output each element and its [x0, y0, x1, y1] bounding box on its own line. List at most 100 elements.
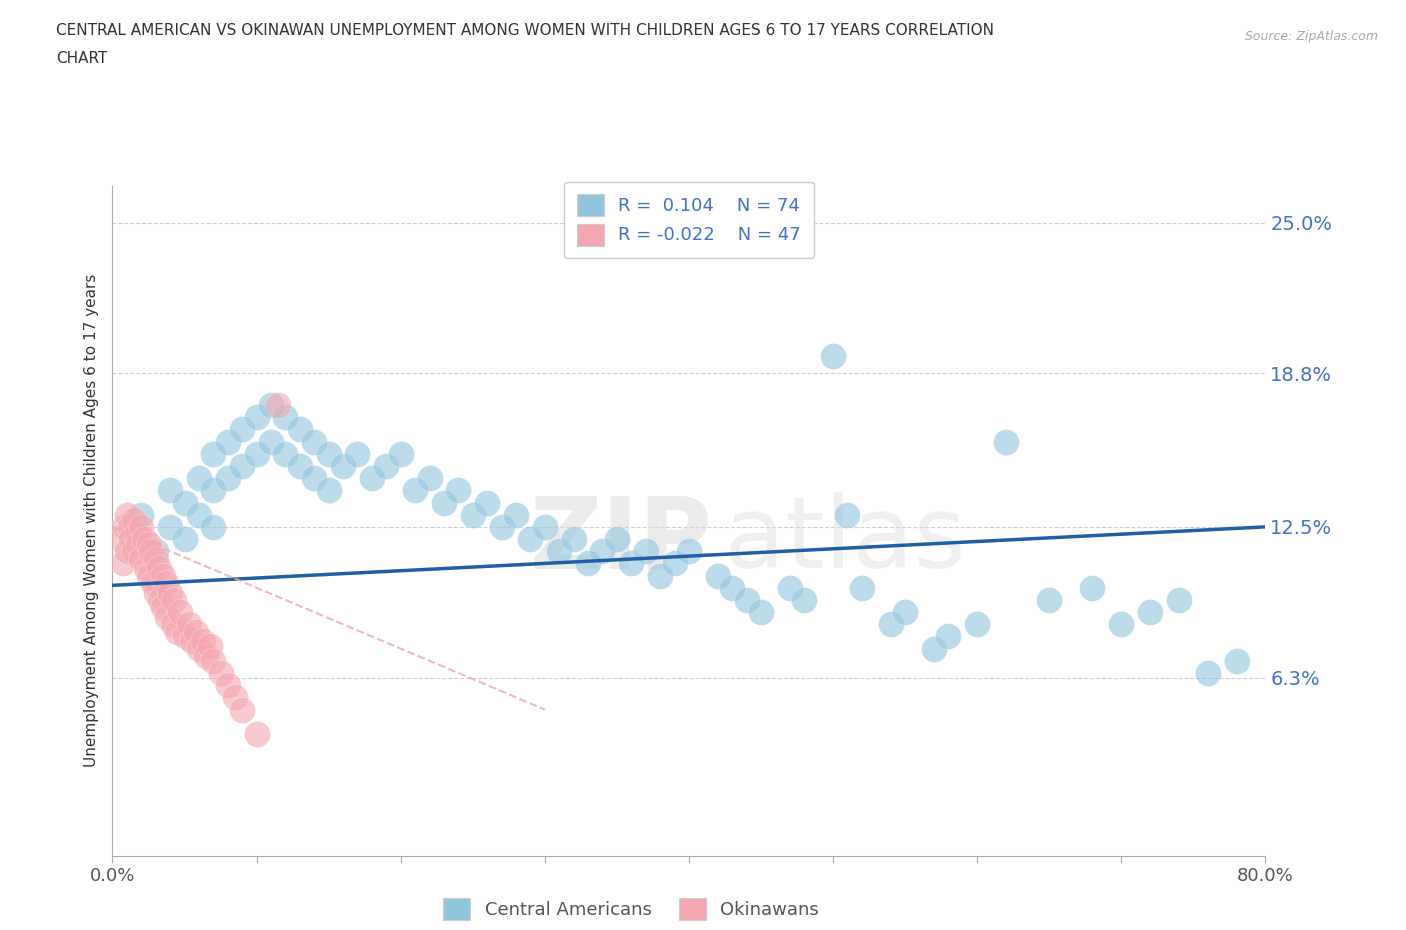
Point: [461, 507, 484, 522]
Point: [159, 483, 181, 498]
Point: [995, 434, 1018, 449]
Point: [1111, 617, 1133, 631]
Point: [447, 483, 470, 498]
Point: [260, 398, 283, 413]
Point: [576, 556, 599, 571]
Point: [209, 666, 232, 681]
Point: [922, 641, 945, 656]
Point: [166, 624, 188, 639]
Point: [188, 507, 211, 522]
Point: [1038, 592, 1060, 607]
Point: [202, 446, 225, 461]
Point: [245, 446, 267, 461]
Point: [159, 520, 181, 535]
Point: [318, 483, 340, 498]
Text: CENTRAL AMERICAN VS OKINAWAN UNEMPLOYMENT AMONG WOMEN WITH CHILDREN AGES 6 TO 17: CENTRAL AMERICAN VS OKINAWAN UNEMPLOYMEN…: [56, 23, 994, 38]
Point: [200, 639, 222, 654]
Point: [519, 532, 541, 547]
Point: [169, 604, 191, 619]
Y-axis label: Unemployment Among Women with Children Ages 6 to 17 years: Unemployment Among Women with Children A…: [83, 274, 98, 767]
Point: [202, 654, 225, 669]
Point: [592, 544, 614, 559]
Point: [138, 537, 160, 551]
Point: [202, 520, 225, 535]
Point: [634, 544, 657, 559]
Point: [1081, 580, 1104, 595]
Point: [749, 604, 772, 619]
Point: [721, 580, 744, 595]
Point: [1167, 592, 1189, 607]
Point: [505, 507, 527, 522]
Point: [821, 349, 844, 364]
Text: CHART: CHART: [56, 51, 108, 66]
Point: [231, 702, 253, 717]
Point: [159, 585, 181, 600]
Point: [115, 507, 138, 522]
Point: [475, 495, 498, 510]
Point: [148, 561, 170, 576]
Point: [188, 641, 211, 656]
Point: [188, 471, 211, 485]
Point: [245, 726, 267, 741]
Point: [433, 495, 456, 510]
Point: [894, 604, 917, 619]
Point: [122, 512, 145, 527]
Point: [127, 537, 149, 551]
Point: [735, 592, 758, 607]
Point: [202, 483, 225, 498]
Point: [184, 624, 207, 639]
Point: [152, 568, 174, 583]
Point: [304, 434, 326, 449]
Point: [120, 532, 142, 547]
Point: [217, 434, 239, 449]
Point: [129, 551, 153, 566]
Point: [318, 446, 340, 461]
Point: [108, 532, 131, 547]
Point: [111, 556, 134, 571]
Point: [562, 532, 585, 547]
Point: [152, 600, 174, 615]
Point: [491, 520, 513, 535]
Point: [129, 520, 153, 535]
Point: [274, 446, 297, 461]
Point: [145, 544, 167, 559]
Point: [177, 617, 200, 631]
Point: [149, 592, 172, 607]
Point: [162, 617, 184, 631]
Point: [231, 422, 253, 437]
Point: [173, 532, 195, 547]
Point: [1226, 654, 1249, 669]
Point: [217, 678, 239, 693]
Point: [346, 446, 368, 461]
Point: [138, 568, 160, 583]
Point: [664, 556, 686, 571]
Point: [678, 544, 700, 559]
Point: [122, 544, 145, 559]
Point: [360, 471, 382, 485]
Point: [620, 556, 643, 571]
Point: [118, 520, 141, 535]
Point: [125, 526, 148, 541]
Point: [648, 568, 672, 583]
Point: [195, 648, 218, 663]
Point: [245, 410, 267, 425]
Point: [880, 617, 903, 631]
Point: [304, 471, 326, 485]
Point: [260, 434, 283, 449]
Point: [135, 561, 157, 576]
Point: [112, 520, 135, 535]
Point: [389, 446, 412, 461]
Point: [217, 471, 239, 485]
Point: [180, 634, 202, 649]
Point: [404, 483, 426, 498]
Point: [936, 629, 959, 644]
Point: [173, 495, 195, 510]
Point: [115, 544, 138, 559]
Point: [145, 551, 167, 566]
Point: [533, 520, 555, 535]
Point: [1139, 604, 1161, 619]
Text: ZIP: ZIP: [529, 492, 711, 590]
Point: [288, 422, 311, 437]
Text: atlas: atlas: [724, 492, 965, 590]
Point: [141, 544, 163, 559]
